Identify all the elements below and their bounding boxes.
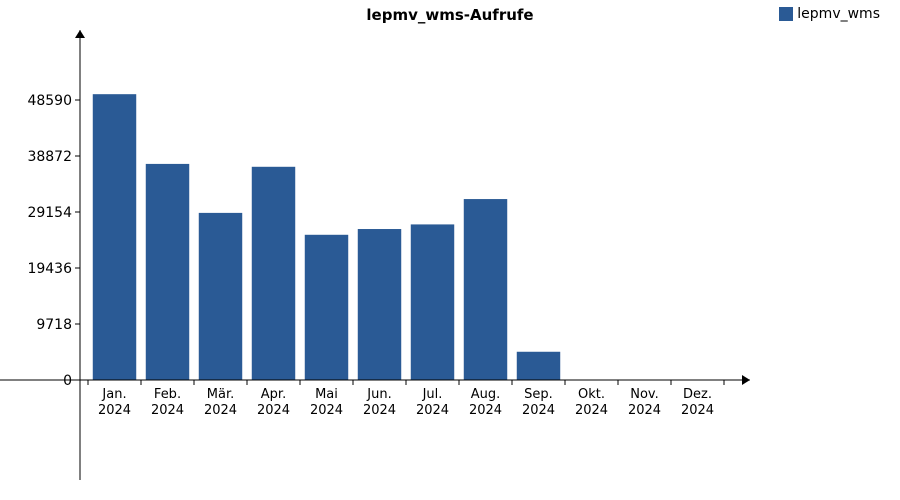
bar [93,94,136,380]
x-category-label-year: 2024 [681,403,714,418]
bar [358,229,401,380]
bars-group [93,94,560,380]
x-axis: Jan.2024Feb.2024Mär.2024Apr.2024Mai2024J… [88,380,724,418]
x-category-label-year: 2024 [575,403,608,418]
y-tick-label: 9718 [36,317,72,333]
y-tick-label: 19436 [27,261,72,277]
bar [146,164,189,380]
legend-label: lepmv_wms [797,6,880,22]
x-category-label: Mär. [207,387,234,402]
bar [305,235,348,380]
x-category-label: Apr. [261,387,286,402]
x-category-label-year: 2024 [98,403,131,418]
x-category-label: Dez. [683,387,712,402]
x-category-label: Aug. [471,387,501,402]
y-axis: 0 9718 19436 29154 38872 48590 [27,93,80,389]
x-category-label-year: 2024 [416,403,449,418]
x-category-label-year: 2024 [204,403,237,418]
chart-title: lepmv_wms-Aufrufe [366,6,533,24]
bar [411,224,454,380]
x-category-label-year: 2024 [310,403,343,418]
legend-swatch [779,7,793,21]
y-tick-label: 38872 [27,149,72,165]
y-tick-label: 0 [63,373,72,389]
x-category-label-year: 2024 [628,403,661,418]
x-category-label-year: 2024 [257,403,290,418]
x-category-label-year: 2024 [363,403,396,418]
bar [464,199,507,380]
x-category-label: Sep. [524,387,553,402]
x-category-label-year: 2024 [469,403,502,418]
bar-chart: 0971819436291543887248590 Jan.2024Feb.20… [0,0,900,500]
x-category-label: Jun. [366,387,391,402]
chart-container: lepmv_wms-Aufrufe lepmv_wms 0 9718 19436 29… [0,0,900,500]
x-category-label: Mai [315,387,338,402]
x-category-label-year: 2024 [151,403,184,418]
y-tick-label: 48590 [27,93,72,109]
bar [517,352,560,380]
x-category-label: Nov. [630,387,659,402]
x-category-label-year: 2024 [522,403,555,418]
x-category-label: Okt. [578,387,605,402]
x-category-label: Jul. [422,387,443,402]
x-category-label: Jan. [101,387,126,402]
x-category-label: Feb. [154,387,181,402]
bar [199,213,242,380]
bar [252,167,295,380]
legend: lepmv_wms [779,6,880,22]
y-tick-label: 29154 [27,205,72,221]
